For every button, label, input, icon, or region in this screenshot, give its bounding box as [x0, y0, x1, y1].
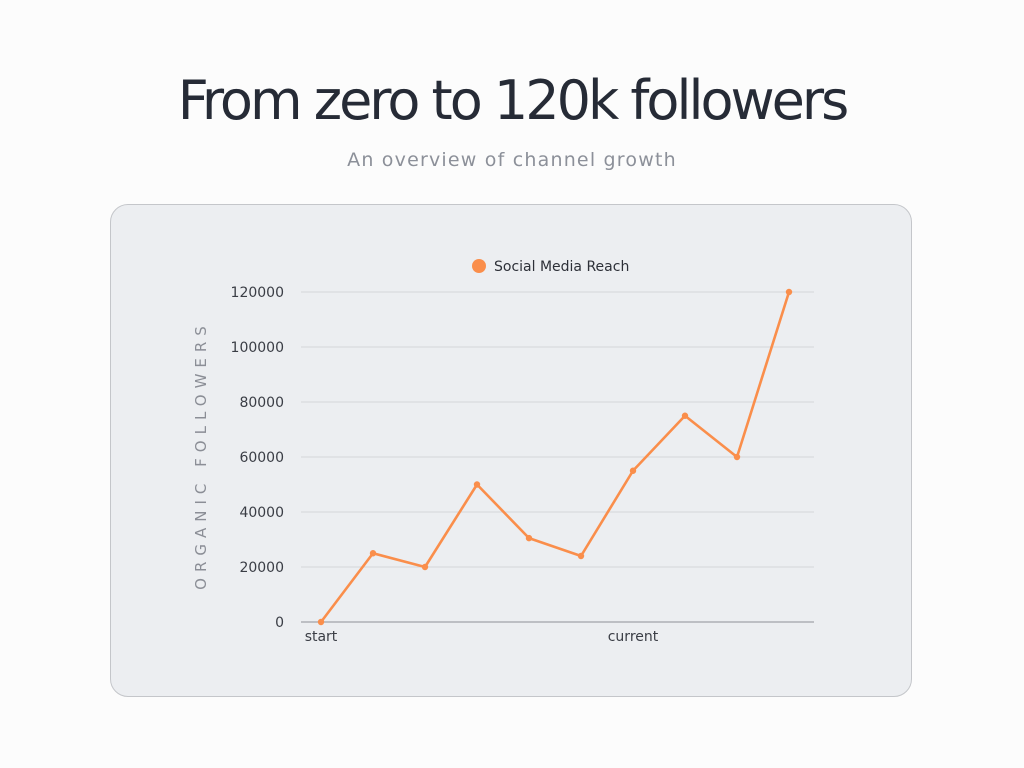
line-chart: 0 20000 40000 60000 80000 100000 120000 start c… — [192, 259, 814, 645]
page-title: From zero to 120k followers — [177, 69, 849, 132]
data-point — [317, 618, 325, 626]
y-tick-label: 60000 — [239, 450, 284, 466]
y-axis-label: ORGANIC FOLLOWERS — [192, 320, 210, 590]
grid-lines — [301, 291, 814, 568]
legend-label: Social Media Reach — [494, 259, 629, 275]
data-point — [681, 412, 689, 419]
y-tick-label: 20000 — [239, 560, 284, 576]
data-point — [785, 288, 793, 296]
data-point — [525, 534, 533, 542]
series-lines — [319, 290, 791, 624]
y-tick-label: 120000 — [231, 285, 284, 301]
y-tick-label: 0 — [275, 615, 284, 631]
y-tick-label: 100000 — [231, 340, 284, 356]
chart-card: 0 20000 40000 60000 80000 100000 120000 start c… — [110, 204, 912, 697]
y-tick-label: 80000 — [239, 395, 284, 411]
y-tick-labels: 0 20000 40000 60000 80000 100000 120000 — [231, 285, 284, 631]
data-point — [577, 552, 585, 560]
data-point — [421, 563, 429, 571]
chart-legend: Social Media Reach — [472, 259, 629, 275]
data-point — [473, 481, 481, 488]
data-point — [369, 550, 377, 557]
x-tick-label: current — [608, 629, 659, 645]
data-point — [733, 453, 741, 461]
data-point — [629, 467, 637, 474]
series-points — [317, 288, 793, 626]
legend-marker — [472, 259, 486, 273]
y-tick-label: 40000 — [239, 505, 284, 521]
x-tick-labels: start current — [305, 629, 659, 645]
x-tick-label: start — [305, 629, 338, 645]
page-subtitle: An overview of channel growth — [347, 149, 677, 171]
series-line — [319, 290, 791, 624]
